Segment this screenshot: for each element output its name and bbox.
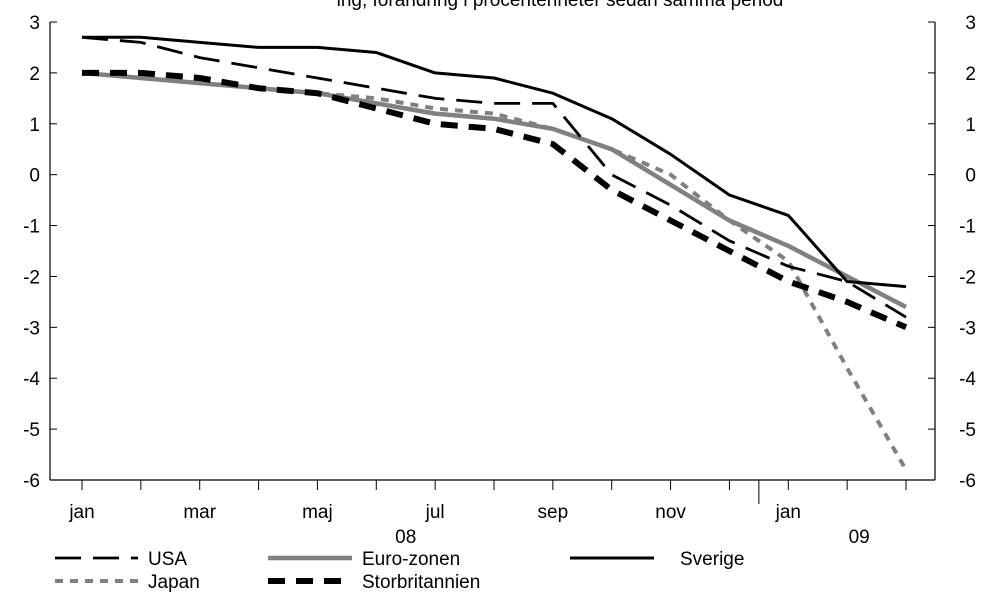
y-tick-label-left: -2 bbox=[23, 267, 40, 288]
x-tick-label: jan bbox=[68, 502, 94, 523]
y-tick-label-right: -5 bbox=[959, 420, 976, 441]
y-tick-label-left: 0 bbox=[29, 166, 40, 187]
legend-label-storbritannien: Storbritannien bbox=[362, 572, 480, 593]
y-tick-label-left: -5 bbox=[23, 420, 40, 441]
y-tick-label-right: 2 bbox=[965, 64, 976, 85]
chart-title: ing, förändring i procentenheter sedan s… bbox=[337, 0, 784, 11]
x-tick-label: nov bbox=[655, 502, 686, 523]
y-tick-label-left: 3 bbox=[29, 13, 40, 34]
series-line-usa bbox=[81, 35, 907, 319]
x-tick-label: sep bbox=[538, 502, 569, 523]
y-tick-label-right: -1 bbox=[959, 217, 976, 238]
series-line-storbritannien bbox=[82, 69, 908, 331]
y-tick-label-left: -6 bbox=[23, 471, 40, 492]
y-tick-label-left: 1 bbox=[29, 115, 40, 136]
y-tick-label-left: -1 bbox=[23, 217, 40, 238]
y-tick-label-right: 0 bbox=[965, 166, 976, 187]
x-tick-label: jan bbox=[775, 502, 801, 523]
legend-label-euro-zonen: Euro-zonen bbox=[362, 549, 460, 570]
y-tick-label-right: -4 bbox=[959, 369, 976, 390]
y-tick-label-right: 1 bbox=[965, 115, 976, 136]
year-label: 08 bbox=[395, 527, 416, 548]
x-tick-label: jul bbox=[425, 502, 445, 523]
series-line-sverige bbox=[82, 35, 907, 289]
series-line-japan bbox=[81, 70, 908, 471]
y-tick-label-right: 3 bbox=[965, 13, 976, 34]
x-tick-label: mar bbox=[183, 502, 216, 523]
legend-label-sverige: Sverige bbox=[680, 549, 744, 570]
y-tick-label-left: -3 bbox=[23, 318, 40, 339]
series-line-euro-zonen bbox=[81, 70, 908, 309]
year-label: 09 bbox=[849, 527, 870, 548]
y-tick-label-right: -2 bbox=[959, 267, 976, 288]
y-tick-label-right: -3 bbox=[959, 318, 976, 339]
legend-label-japan: Japan bbox=[148, 572, 200, 593]
legend-label-usa: USA bbox=[148, 549, 187, 570]
y-tick-label-left: -4 bbox=[23, 369, 40, 390]
y-tick-label-right: -6 bbox=[959, 471, 976, 492]
y-tick-label-left: 2 bbox=[29, 64, 40, 85]
x-tick-label: maj bbox=[302, 502, 333, 523]
